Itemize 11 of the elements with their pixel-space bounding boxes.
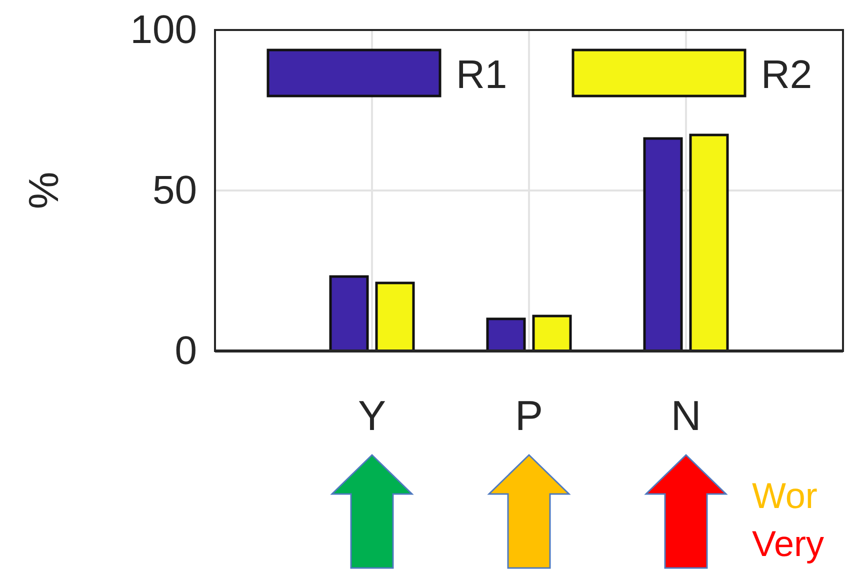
legend-label: R2 [761, 53, 812, 97]
text: Wor [752, 475, 818, 516]
x-tick-label: P [514, 392, 544, 439]
y-tick-label: 50 [152, 168, 197, 212]
y-tick-label: 0 [174, 328, 197, 373]
legend-label: R1 [456, 53, 508, 97]
y-axis-title: % [20, 172, 67, 210]
x-tick-label: Y [358, 392, 386, 439]
x-tick-label: N [670, 392, 702, 439]
text: Very [752, 523, 824, 564]
y-tick-label: 100 [130, 8, 197, 52]
